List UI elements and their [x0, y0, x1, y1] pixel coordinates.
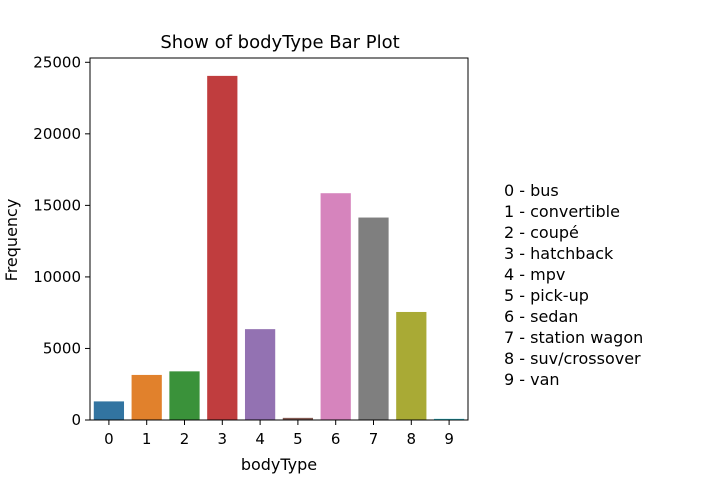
legend-item: 8 - suv/crossover	[504, 349, 641, 368]
y-axis-label: Frequency	[2, 199, 21, 282]
bar-4	[244, 329, 276, 420]
x-tick-label: 5	[293, 430, 303, 448]
bar-9	[433, 418, 465, 420]
bar-8	[396, 311, 427, 420]
x-tick-label: 1	[142, 430, 152, 448]
x-tick-label: 0	[104, 430, 114, 448]
x-axis: 0 1 2 3 4 5 6 7 8 9	[104, 420, 454, 448]
legend-item: 9 - van	[504, 370, 560, 389]
plot-frame	[89, 57, 469, 421]
x-tick-label: 9	[444, 430, 454, 448]
y-tick-label: 0	[71, 411, 81, 429]
bars-group	[93, 75, 465, 420]
bar-3	[207, 75, 238, 420]
x-tick-label: 2	[180, 430, 190, 448]
bar-6	[320, 193, 351, 420]
x-tick-label: 3	[218, 430, 228, 448]
bar-0	[93, 401, 125, 420]
x-axis-label: bodyType	[241, 455, 317, 474]
legend: 0 - bus 1 - convertible 2 - coupé 3 - ha…	[504, 180, 643, 390]
x-tick-label: 8	[407, 430, 417, 448]
x-tick-label: 7	[369, 430, 379, 448]
legend-item: 6 - sedan	[504, 307, 579, 326]
y-tick-label: 15000	[33, 196, 81, 214]
bar-2	[169, 371, 200, 420]
legend-item: 5 - pick-up	[504, 286, 589, 305]
y-tick-label: 5000	[43, 339, 81, 357]
y-tick-label: 20000	[33, 125, 81, 143]
legend-item: 4 - mpv	[504, 265, 566, 284]
y-tick-label: 25000	[33, 53, 81, 71]
bar-7	[358, 217, 389, 420]
legend-item: 7 - station wagon	[504, 328, 644, 347]
legend-item: 1 - convertible	[504, 202, 620, 221]
y-axis: 0 5000 10000 15000 20000 25000	[33, 53, 90, 429]
x-tick-label: 4	[255, 430, 265, 448]
bar-1	[131, 374, 162, 420]
bar-5	[282, 417, 314, 420]
legend-item: 2 - coupé	[504, 223, 579, 242]
y-tick-label: 10000	[33, 268, 81, 286]
chart-title: Show of bodyType Bar Plot	[160, 32, 399, 53]
legend-item: 0 - bus	[504, 181, 559, 200]
x-tick-label: 6	[331, 430, 341, 448]
legend-item: 3 - hatchback	[504, 244, 614, 263]
